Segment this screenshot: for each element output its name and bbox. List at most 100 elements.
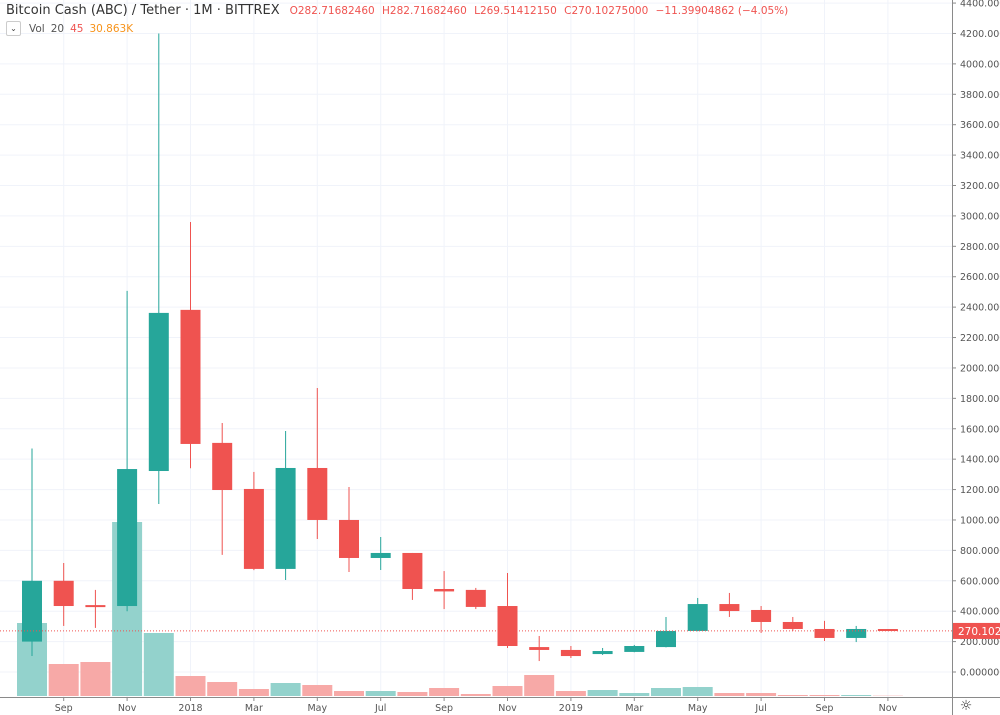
volume-bar: [460, 694, 491, 696]
y-tick-label: 2000.00000000: [960, 363, 1000, 374]
low-value: L269.51412150: [474, 5, 557, 17]
volume-label[interactable]: Vol: [29, 22, 45, 35]
x-tick-label: Mar: [625, 703, 643, 714]
y-tick-label: 1200.00000000: [960, 485, 1000, 496]
x-tick-label: Sep: [435, 703, 453, 714]
y-tick-label: 3600.00000000: [960, 120, 1000, 131]
volume-bar: [619, 693, 650, 696]
volume-bar: [207, 682, 238, 696]
x-tick-label: Jul: [374, 703, 386, 714]
y-tick-label: 2800.00000000: [960, 242, 1000, 253]
volume-bar: [524, 675, 555, 696]
candle-body: [719, 604, 740, 612]
candle-body: [529, 647, 550, 650]
volume-bars: [17, 522, 903, 696]
candles: [22, 33, 898, 662]
x-tick-label: 2018: [178, 703, 202, 714]
candle-body: [307, 467, 328, 520]
y-tick-label: 600.00000000: [960, 576, 1000, 587]
volume-bar: [365, 691, 396, 696]
y-tick-label: 1000.00000000: [960, 515, 1000, 526]
candle-body: [434, 588, 455, 592]
candle-body: [751, 609, 772, 622]
change-value: −11.39904862 (−4.05%): [655, 5, 789, 17]
y-tick-label: 3000.00000000: [960, 211, 1000, 222]
high-value: H282.71682460: [382, 5, 467, 17]
price-axis[interactable]: 0.00000000 200.00000000 400.00000000 600.00…: [952, 0, 1000, 679]
y-tick-label: 2200.00000000: [960, 333, 1000, 344]
candle-body: [53, 580, 74, 607]
candle-body: [243, 488, 264, 569]
candle-body: [117, 469, 138, 607]
volume-bar: [238, 689, 269, 696]
candle-body: [339, 519, 359, 558]
volume-bar: [80, 662, 111, 696]
y-tick-label: 3200.00000000: [960, 181, 1000, 192]
candle-body: [148, 312, 169, 472]
chart-legend: Bitcoin Cash (ABC) / Tether · 1M · BITTR…: [6, 2, 792, 18]
candle-body: [85, 605, 106, 608]
x-tick-label: Nov: [118, 703, 137, 714]
candle-body: [465, 589, 486, 607]
y-tick-label: 3400.00000000: [960, 151, 1000, 162]
candle-body: [814, 628, 835, 638]
candle-body: [212, 442, 233, 491]
y-tick-label: 200.00000000: [960, 637, 1000, 648]
last-price-text: 270.10275000: [958, 626, 1000, 638]
volume-bar: [746, 693, 777, 696]
volume-bar: [48, 664, 79, 696]
candle-body: [782, 621, 803, 629]
volume-bar: [777, 695, 808, 696]
y-tick-label: 1800.00000000: [960, 394, 1000, 405]
volume-bar: [587, 690, 618, 696]
open-value: O282.71682460: [289, 5, 375, 17]
candle-body: [656, 630, 676, 648]
volume-bar: [809, 695, 840, 696]
candle-body: [560, 649, 581, 657]
x-tick-label: May: [307, 703, 327, 714]
candle-body: [687, 604, 708, 631]
y-tick-label: 1600.00000000: [960, 424, 1000, 435]
candle-body: [846, 628, 867, 638]
last-price-label: 270.10275000: [953, 622, 1000, 639]
x-tick-label: Jul: [754, 703, 766, 714]
volume-bar: [429, 688, 460, 696]
volume-bar: [841, 695, 872, 696]
y-tick-label: 3800.00000000: [960, 90, 1000, 101]
volume-bar: [397, 692, 428, 696]
volume-bar: [651, 688, 681, 696]
candle-body: [370, 552, 391, 558]
candle-body: [275, 467, 296, 569]
ohlc-values: O282.71682460 H282.71682460 L269.5141215…: [290, 5, 793, 17]
gear-icon[interactable]: ☼: [959, 698, 973, 714]
y-tick-label: 400.00000000: [960, 607, 1000, 618]
time-axis[interactable]: Sep Nov 2018 Mar May Jul Sep Nov 2019 Mar May Jul Se…: [55, 697, 898, 714]
candle-body: [22, 580, 42, 642]
candle-body: [877, 629, 898, 632]
volume-bar: [492, 686, 523, 696]
y-tick-label: 2400.00000000: [960, 303, 1000, 314]
y-tick-label: 1400.00000000: [960, 455, 1000, 466]
volume-bar: [334, 691, 364, 696]
volume-value-b: 30.863K: [89, 22, 134, 35]
y-tick-label: 4000.00000000: [960, 59, 1000, 70]
x-tick-label: Mar: [245, 703, 263, 714]
chevron-down-icon[interactable]: ⌄: [6, 21, 21, 36]
volume-bar: [555, 691, 586, 696]
x-tick-label: May: [688, 703, 708, 714]
x-tick-label: Nov: [498, 703, 517, 714]
volume-legend: ⌄ Vol 20 45 30.863K: [6, 21, 133, 36]
y-tick-label: 800.00000000: [960, 546, 1000, 557]
volume-bar: [175, 676, 206, 696]
volume-value-a: 45: [70, 22, 84, 35]
symbol-title[interactable]: Bitcoin Cash (ABC) / Tether · 1M · BITTR…: [6, 3, 280, 18]
candle-body: [624, 646, 645, 652]
y-tick-label: 0.00000000: [960, 668, 1000, 679]
x-tick-label: Nov: [879, 703, 898, 714]
y-tick-label: 4200.00000000: [960, 29, 1000, 40]
close-value: C270.10275000: [564, 5, 649, 17]
x-tick-label: Sep: [55, 703, 73, 714]
candle-body: [180, 309, 201, 444]
volume-bar: [270, 683, 301, 696]
